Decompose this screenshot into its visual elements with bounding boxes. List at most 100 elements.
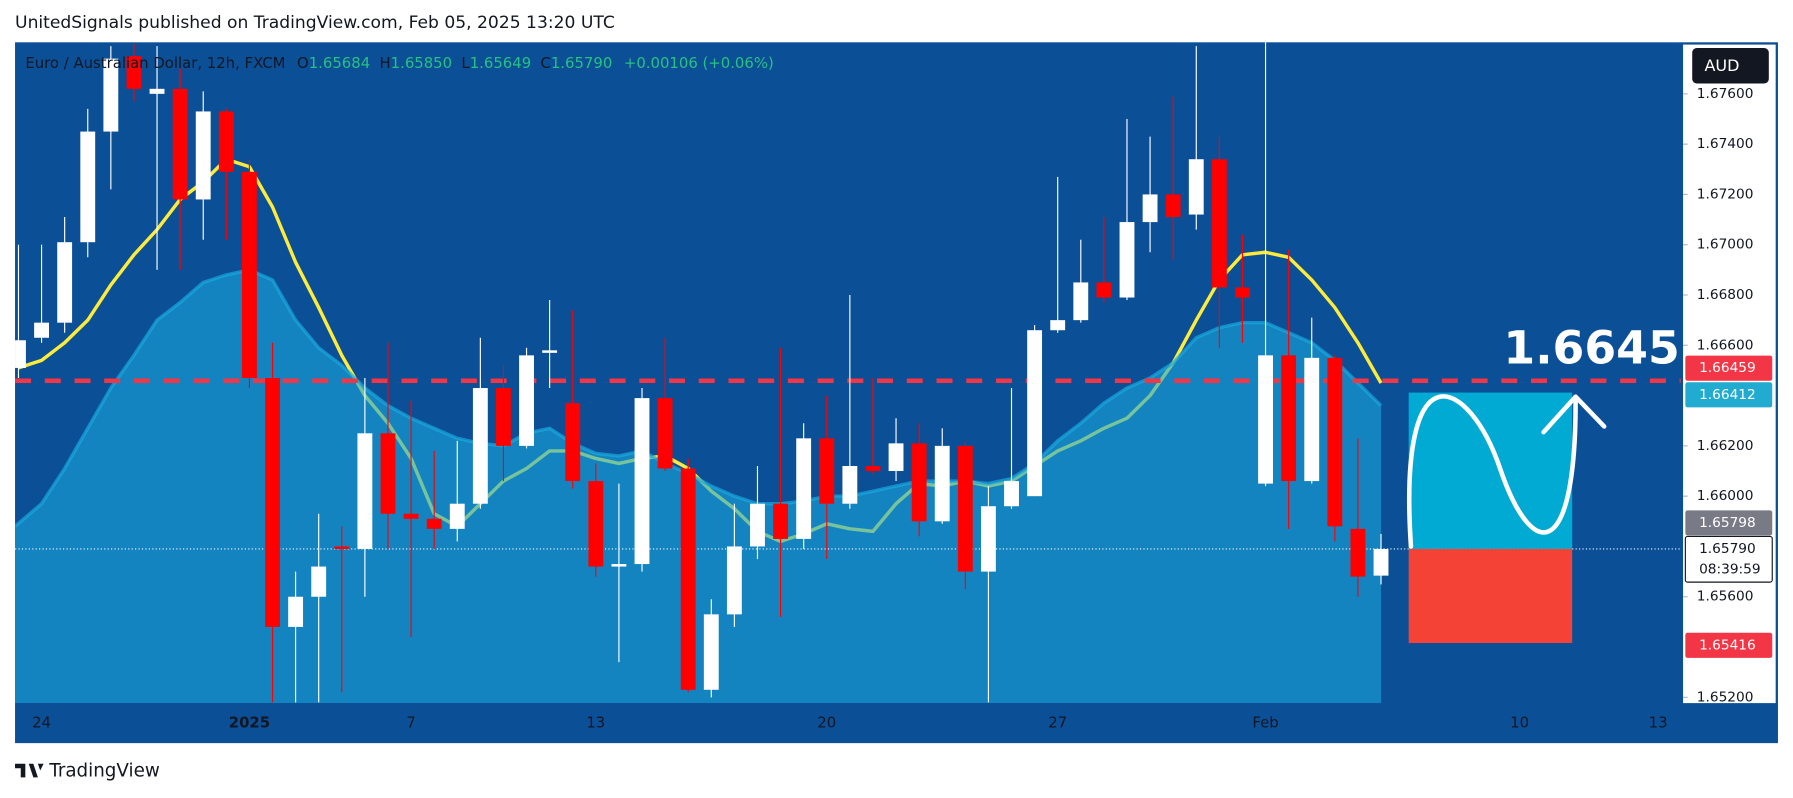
legend-symbol: Euro / Australian Dollar, 12h, FXCM: [25, 54, 285, 72]
candle-body: [1327, 357, 1343, 527]
candle-body: [934, 445, 950, 522]
brand-logo: TradingView: [15, 761, 160, 782]
candle-body: [403, 513, 419, 519]
candle-body: [1188, 159, 1204, 215]
y-tick-label: 1.66800: [1697, 287, 1754, 303]
candle-body: [1304, 357, 1320, 482]
candle-body: [1050, 320, 1066, 331]
countdown: 08:39:59: [1699, 562, 1761, 578]
candle-body: [311, 566, 327, 597]
candle-body: [126, 56, 142, 89]
x-tick-label: 10: [1510, 714, 1529, 732]
price-badge-label: 1.66412: [1699, 387, 1756, 403]
candle-body: [15, 340, 26, 368]
currency-button[interactable]: [1692, 48, 1769, 84]
candle-body: [726, 546, 742, 615]
price-badge: [1685, 510, 1773, 536]
candle-body: [750, 503, 765, 547]
candle-body: [80, 131, 96, 243]
candle-body: [241, 171, 257, 378]
y-tick-label: 1.67200: [1697, 186, 1754, 202]
candle-body: [519, 355, 534, 446]
y-tick-label: 1.65600: [1697, 589, 1754, 605]
candle-body: [1235, 287, 1250, 298]
y-tick-label: 1.66000: [1697, 488, 1754, 504]
candle-body: [1281, 355, 1297, 482]
candle-body: [1165, 194, 1181, 218]
y-tick-label: 1.67600: [1697, 86, 1754, 102]
candle-body: [1073, 282, 1089, 321]
y-tick-label: 1.65200: [1697, 689, 1754, 705]
candle-body: [57, 242, 73, 323]
legend-change: +0.00106 (+0.06%): [624, 54, 774, 72]
x-tick-label: 20: [817, 714, 836, 732]
publisher-line: UnitedSignals published on TradingView.c…: [15, 13, 615, 33]
candle-body: [496, 388, 511, 446]
legend-open: 1.65684: [309, 54, 370, 72]
candle-body: [980, 506, 996, 572]
legend-high: 1.65850: [391, 54, 452, 72]
candle-body: [1350, 528, 1366, 577]
y-tick-label: 1.66600: [1697, 337, 1754, 353]
legend-o: O: [297, 54, 309, 72]
candle-body: [565, 403, 581, 482]
candle-body: [888, 443, 904, 472]
candle-body: [426, 518, 442, 529]
price-badge-label: 1.65416: [1699, 637, 1756, 653]
candle-body: [1142, 194, 1158, 223]
candle-body: [472, 388, 488, 504]
candle-body: [1119, 222, 1135, 298]
price-badge: [1685, 382, 1773, 408]
y-tick-label: 1.67400: [1697, 136, 1754, 152]
x-tick-label: Feb: [1252, 714, 1278, 732]
candle-body: [1373, 548, 1389, 576]
candle-body: [1096, 282, 1112, 298]
position-profit: [1408, 392, 1573, 549]
candle-body: [842, 465, 858, 504]
candle-body: [1027, 330, 1043, 497]
x-tick-label: 27: [1048, 714, 1067, 732]
candle-body: [34, 322, 49, 338]
ma-slow-area: [15, 269, 1382, 704]
candle-body: [149, 88, 165, 94]
overlay: 1.6645: [1407, 321, 1680, 644]
legend-close: 1.65790: [551, 54, 612, 72]
candle-body: [819, 438, 835, 504]
candle-body: [357, 433, 373, 549]
currency-label[interactable]: AUD: [1704, 56, 1739, 75]
x-tick-label: 13: [586, 714, 605, 732]
candle-body: [865, 465, 881, 472]
x-tick-label: 7: [406, 714, 415, 732]
candle-body: [172, 88, 188, 200]
x-tick-label: 13: [1649, 714, 1668, 732]
candle-body: [1258, 355, 1273, 484]
brand-name: TradingView: [48, 761, 160, 782]
x-tick-label: 24: [32, 714, 51, 732]
candle-body: [773, 503, 789, 539]
candle-body: [380, 433, 396, 514]
candle-body: [1211, 159, 1227, 288]
candle-body: [334, 546, 350, 549]
price-badge-label: 1.65798: [1699, 515, 1756, 531]
candle-body: [218, 111, 234, 172]
x-tick-label: 2025: [229, 714, 270, 732]
price-badge-label: 1.66459: [1699, 360, 1756, 376]
legend-l: L: [461, 54, 470, 72]
drawn-arrow: [1407, 394, 1607, 549]
position-loss: [1408, 548, 1573, 644]
y-tick-label: 1.67000: [1697, 237, 1754, 253]
price-badge: [1684, 535, 1773, 583]
candle-body: [957, 445, 973, 572]
candle-body: [265, 377, 280, 627]
candle-body: [103, 58, 119, 132]
annotation: 1.6645: [1503, 321, 1679, 374]
candle-body: [911, 443, 927, 522]
candle-body: [1004, 481, 1019, 507]
legend-h: H: [379, 54, 390, 72]
candle-body: [634, 398, 650, 565]
candle-body: [542, 350, 558, 353]
price-badge-label: 1.65790: [1699, 541, 1756, 557]
candle-body: [449, 503, 465, 529]
legend-c: C: [540, 54, 550, 72]
